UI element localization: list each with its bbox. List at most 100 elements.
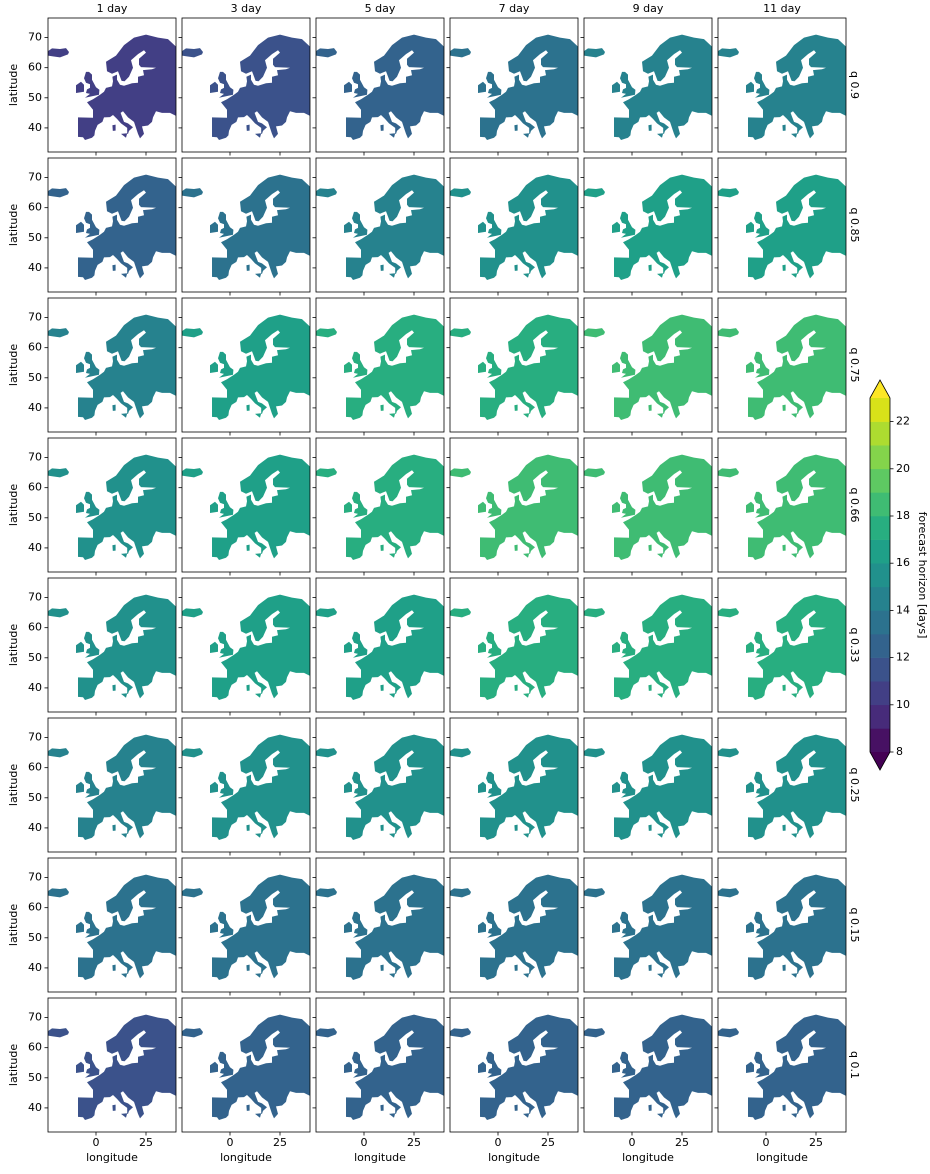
x-tick-label: 0 — [361, 1136, 368, 1149]
y-tick-label: 40 — [28, 261, 42, 274]
map-region — [182, 175, 310, 280]
x-tick-label: 25 — [809, 1136, 823, 1149]
y-tick-label: 50 — [28, 511, 42, 524]
x-tick-label: 0 — [763, 1136, 770, 1149]
map-region — [718, 875, 846, 980]
map-region — [584, 1015, 712, 1120]
map-region — [48, 735, 176, 840]
map-region — [450, 315, 578, 420]
column-title: 3 day — [231, 2, 262, 15]
map-region — [182, 875, 310, 980]
map-region — [182, 735, 310, 840]
map-region — [450, 175, 578, 280]
y-tick-label: 50 — [28, 1071, 42, 1084]
map-region — [182, 315, 310, 420]
y-tick-label: 60 — [28, 341, 42, 354]
map-region — [584, 175, 712, 280]
x-axis-label: longitude — [756, 1151, 808, 1164]
y-axis-label: latitude — [7, 764, 20, 806]
colorbar-tick-label: 10 — [896, 698, 910, 711]
y-tick-label: 70 — [28, 311, 42, 324]
y-tick-label: 40 — [28, 541, 42, 554]
x-tick-label: 0 — [93, 1136, 100, 1149]
colorbar-tick-label: 22 — [896, 415, 910, 428]
map-region — [316, 315, 444, 420]
map-region — [316, 35, 444, 140]
colorbar-tick-label: 14 — [896, 603, 910, 616]
map-region — [584, 735, 712, 840]
map-region — [450, 35, 578, 140]
x-tick-label: 0 — [629, 1136, 636, 1149]
y-tick-label: 50 — [28, 231, 42, 244]
map-region — [584, 35, 712, 140]
row-label: q 0.75 — [848, 348, 861, 383]
x-tick-label: 25 — [273, 1136, 287, 1149]
y-tick-label: 70 — [28, 871, 42, 884]
map-region — [48, 455, 176, 560]
y-tick-label: 40 — [28, 681, 42, 694]
y-tick-label: 60 — [28, 201, 42, 214]
y-tick-label: 70 — [28, 451, 42, 464]
map-region — [48, 315, 176, 420]
x-tick-label: 25 — [675, 1136, 689, 1149]
y-tick-label: 60 — [28, 1041, 42, 1054]
y-tick-label: 50 — [28, 651, 42, 664]
x-tick-label: 0 — [227, 1136, 234, 1149]
map-region — [48, 1015, 176, 1120]
map-region — [584, 315, 712, 420]
column-title: 11 day — [763, 2, 801, 15]
column-title: 9 day — [633, 2, 664, 15]
map-region — [584, 595, 712, 700]
map-region — [182, 35, 310, 140]
map-region — [718, 315, 846, 420]
map-region — [316, 735, 444, 840]
y-tick-label: 40 — [28, 401, 42, 414]
y-tick-label: 60 — [28, 901, 42, 914]
y-tick-label: 40 — [28, 1101, 42, 1114]
column-title: 5 day — [365, 2, 396, 15]
row-label: q 0.25 — [848, 768, 861, 803]
map-region — [450, 1015, 578, 1120]
colorbar-label: forecast horizon [days] — [916, 512, 929, 639]
row-label: q 0.9 — [848, 71, 861, 99]
x-tick-label: 25 — [407, 1136, 421, 1149]
y-axis-label: latitude — [7, 344, 20, 386]
colorbar-band — [870, 728, 890, 752]
map-region — [718, 35, 846, 140]
y-tick-label: 60 — [28, 621, 42, 634]
colorbar-band — [870, 398, 890, 422]
colorbar-tick-label: 16 — [896, 556, 910, 569]
colorbar-extend-over — [870, 380, 890, 398]
figure: q 0.91 day40506070latitude3 day5 day7 da… — [0, 0, 930, 1170]
row-label: q 0.85 — [848, 208, 861, 243]
y-tick-label: 70 — [28, 731, 42, 744]
colorbar-band — [870, 563, 890, 587]
map-region — [450, 735, 578, 840]
colorbar-tick-label: 18 — [896, 509, 910, 522]
map-region — [718, 175, 846, 280]
row-label: q 0.66 — [848, 488, 861, 523]
x-axis-label: longitude — [622, 1151, 674, 1164]
colorbar-tick-label: 20 — [896, 462, 910, 475]
y-axis-label: latitude — [7, 904, 20, 946]
map-region — [718, 1015, 846, 1120]
y-axis-label: latitude — [7, 204, 20, 246]
colorbar-band — [870, 705, 890, 729]
colorbar-band — [870, 516, 890, 540]
map-region — [316, 1015, 444, 1120]
y-tick-label: 60 — [28, 481, 42, 494]
y-tick-label: 70 — [28, 171, 42, 184]
y-tick-label: 50 — [28, 371, 42, 384]
colorbar-band — [870, 492, 890, 516]
y-axis-label: latitude — [7, 624, 20, 666]
map-region — [584, 875, 712, 980]
x-tick-label: 25 — [139, 1136, 153, 1149]
y-axis-label: latitude — [7, 1044, 20, 1086]
colorbar-band — [870, 445, 890, 469]
colorbar-band — [870, 540, 890, 564]
x-axis-label: longitude — [220, 1151, 272, 1164]
colorbar-extend-under — [870, 752, 890, 770]
colorbar-band — [870, 469, 890, 493]
colorbar-band — [870, 681, 890, 705]
map-region — [48, 175, 176, 280]
